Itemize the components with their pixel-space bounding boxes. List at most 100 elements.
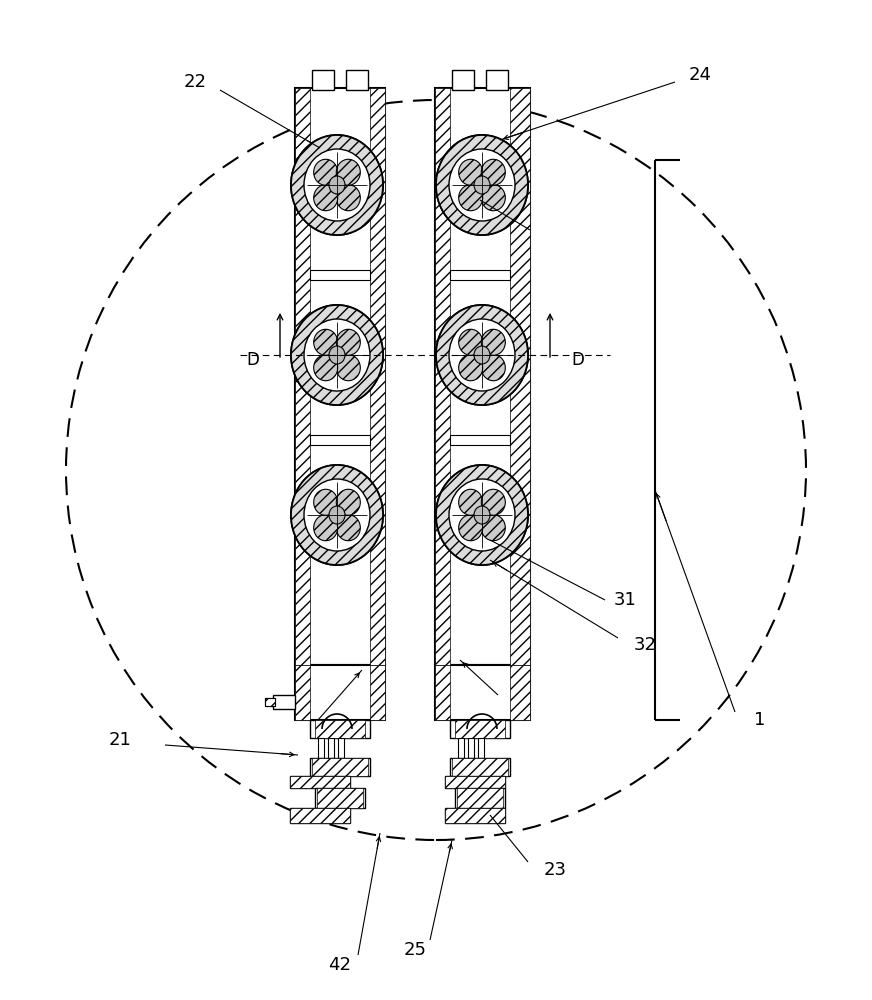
Ellipse shape: [449, 319, 515, 391]
Ellipse shape: [291, 465, 383, 565]
Text: D: D: [571, 351, 584, 369]
Bar: [318, 738, 324, 758]
Bar: [455, 720, 505, 738]
Ellipse shape: [481, 355, 505, 381]
Bar: [435, 88, 530, 665]
Bar: [370, 88, 385, 665]
Bar: [310, 435, 370, 445]
Bar: [310, 720, 370, 738]
Bar: [452, 758, 508, 776]
Ellipse shape: [337, 515, 360, 541]
Bar: [346, 70, 368, 90]
Bar: [435, 665, 530, 720]
Bar: [290, 808, 350, 823]
Bar: [450, 720, 510, 738]
Bar: [315, 720, 365, 738]
Bar: [452, 70, 474, 90]
Ellipse shape: [314, 355, 337, 381]
Ellipse shape: [449, 479, 515, 551]
Ellipse shape: [304, 319, 370, 391]
Ellipse shape: [304, 479, 370, 551]
Bar: [295, 88, 385, 665]
Bar: [486, 70, 508, 90]
Ellipse shape: [459, 329, 483, 355]
Bar: [315, 788, 365, 808]
Text: 32: 32: [633, 636, 657, 654]
Bar: [290, 808, 350, 823]
Ellipse shape: [329, 176, 345, 194]
Ellipse shape: [329, 506, 345, 524]
Ellipse shape: [459, 515, 483, 541]
Ellipse shape: [329, 346, 345, 364]
Bar: [295, 665, 310, 720]
Bar: [478, 738, 484, 758]
Bar: [295, 88, 310, 665]
Ellipse shape: [337, 329, 360, 355]
Ellipse shape: [474, 346, 490, 364]
Text: 1: 1: [754, 711, 766, 729]
Bar: [435, 665, 450, 720]
Bar: [445, 808, 505, 823]
Bar: [450, 435, 510, 445]
Bar: [290, 776, 350, 788]
Bar: [328, 738, 334, 758]
Ellipse shape: [436, 135, 528, 235]
Text: D: D: [247, 351, 260, 369]
Bar: [510, 665, 530, 720]
Bar: [468, 738, 474, 758]
Text: 24: 24: [689, 66, 712, 84]
Ellipse shape: [337, 185, 360, 211]
Bar: [295, 665, 385, 720]
Ellipse shape: [459, 489, 483, 515]
Ellipse shape: [291, 135, 383, 235]
Bar: [457, 788, 503, 808]
Ellipse shape: [291, 465, 383, 565]
Bar: [458, 738, 464, 758]
Ellipse shape: [436, 465, 528, 565]
Bar: [450, 270, 510, 280]
Ellipse shape: [337, 489, 360, 515]
Text: 25: 25: [404, 941, 426, 959]
Ellipse shape: [481, 329, 505, 355]
Ellipse shape: [459, 185, 483, 211]
Ellipse shape: [481, 489, 505, 515]
Bar: [450, 758, 510, 776]
Ellipse shape: [436, 305, 528, 405]
Bar: [445, 808, 505, 823]
Bar: [317, 788, 363, 808]
Text: 23: 23: [543, 861, 567, 879]
Text: 31: 31: [614, 591, 637, 609]
Bar: [312, 758, 368, 776]
Ellipse shape: [474, 506, 490, 524]
Bar: [445, 776, 505, 788]
Ellipse shape: [481, 159, 505, 185]
Bar: [510, 88, 530, 665]
Ellipse shape: [291, 305, 383, 405]
Ellipse shape: [436, 465, 528, 565]
Ellipse shape: [449, 149, 515, 221]
Ellipse shape: [459, 159, 483, 185]
Ellipse shape: [314, 185, 337, 211]
Ellipse shape: [291, 135, 383, 235]
Ellipse shape: [304, 149, 370, 221]
Text: 21: 21: [108, 731, 132, 749]
Ellipse shape: [337, 159, 360, 185]
Ellipse shape: [436, 305, 528, 405]
Bar: [312, 70, 334, 90]
Bar: [265, 698, 275, 706]
Bar: [370, 665, 385, 720]
Bar: [310, 758, 370, 776]
Ellipse shape: [459, 355, 483, 381]
Bar: [273, 695, 295, 709]
Text: 22: 22: [183, 73, 207, 91]
Ellipse shape: [474, 176, 490, 194]
Ellipse shape: [314, 489, 337, 515]
Ellipse shape: [314, 159, 337, 185]
Bar: [290, 776, 350, 788]
Bar: [338, 738, 344, 758]
Bar: [435, 88, 450, 665]
Ellipse shape: [436, 135, 528, 235]
Ellipse shape: [291, 305, 383, 405]
Ellipse shape: [314, 329, 337, 355]
Bar: [310, 270, 370, 280]
